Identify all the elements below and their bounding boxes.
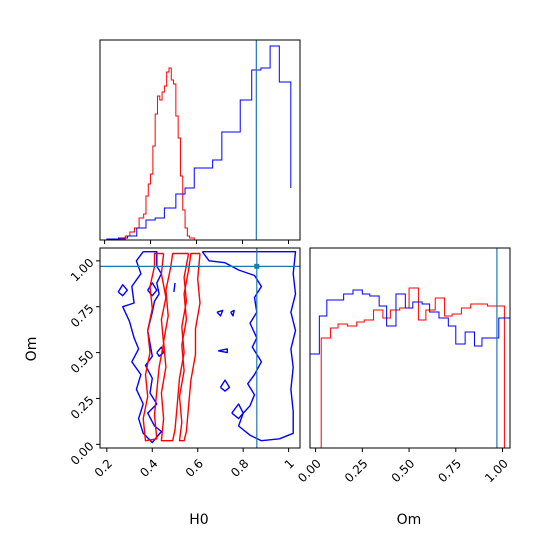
contour-line-8	[156, 346, 165, 357]
truth-marker	[254, 263, 260, 269]
hist-h0-series-0-step	[100, 67, 202, 240]
contour-line-0	[122, 251, 163, 444]
x-axis-label-h0: H0	[189, 512, 208, 528]
contour-line-5	[230, 309, 235, 317]
contour-line-7	[219, 379, 231, 392]
contour-frame	[99, 247, 301, 449]
hist-om-series-1-step	[310, 289, 510, 448]
histogram-h0-frame	[99, 39, 301, 241]
histogram-h0-marks	[100, 40, 292, 240]
contour-line-6	[218, 348, 228, 354]
hist-h0-series-1-step	[100, 45, 292, 240]
histogram-h0-panel	[99, 39, 301, 244]
contour-line-4	[216, 309, 224, 317]
histogram-om-marks	[310, 248, 510, 448]
contour-line-9	[231, 403, 244, 420]
contour-line-10	[173, 282, 176, 293]
contour-h0-om-panel: 0.2 0.4 0.6 0.8 10.000.250.500.751.00	[68, 247, 301, 480]
histogram-om-frame	[309, 247, 511, 449]
contour-line-11	[142, 252, 167, 442]
contour-line-12	[160, 252, 190, 442]
y-axis-label-om: Om	[24, 337, 40, 362]
contour-line-1	[201, 251, 297, 442]
contour-line-2	[117, 284, 128, 297]
contour-marks	[100, 248, 300, 448]
x-axis-label-om: Om	[397, 512, 422, 528]
contour-line-13	[178, 252, 201, 442]
histogram-h0-ticks	[104, 240, 290, 244]
